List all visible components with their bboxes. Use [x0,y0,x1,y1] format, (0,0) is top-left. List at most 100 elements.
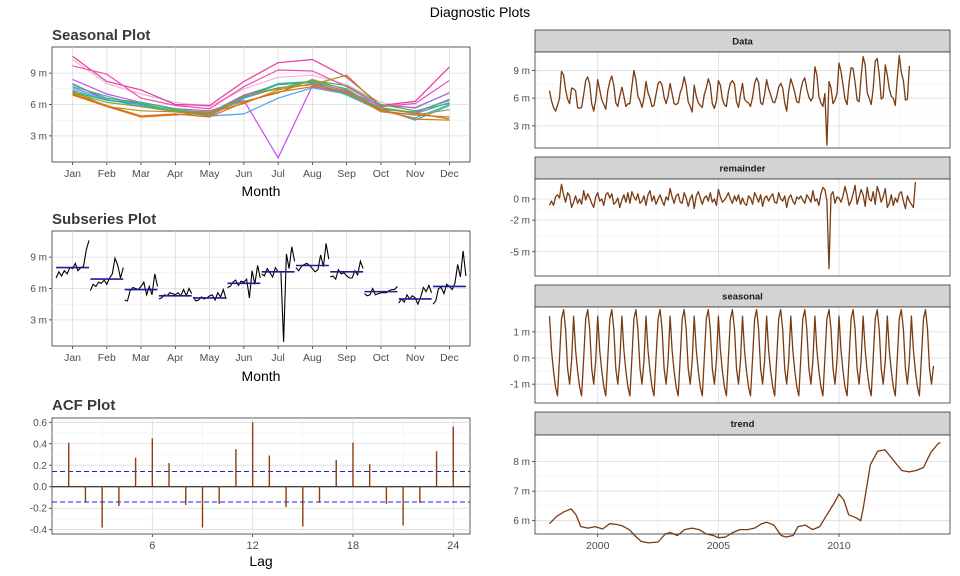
subseries-xtick-label: Apr [167,352,184,364]
seasonal-series-line [72,74,450,120]
seasonal-ytick-label: 3 m [30,131,47,142]
seasonal-xtick-label: Aug [303,168,322,180]
stl-strip-label: seasonal [722,292,763,303]
seasonal-xtick-label: Oct [373,168,389,180]
seasonal-ytick-label: 6 m [30,100,47,111]
subseries-xtick-label: Oct [373,352,389,364]
seasonal-axes: 3 m 6 m 9 m Jan Feb Mar Apr May Jun Jul Aug Sep Oct N… [30,69,458,180]
subseries-xtick-label: Sep [337,352,356,364]
stl-strip-label: remainder [720,164,766,175]
figure-title: Diagnostic Plots [430,4,530,20]
stl-trend-line [549,441,941,544]
subseries-month-line [227,265,261,298]
subseries-xtick-label: Jul [271,352,284,364]
stl-panel-remainder: remainder -5 m -2 m 0 m [510,156,951,277]
seasonal-xtick-label: Sep [337,168,356,180]
seasonal-xtick-label: Nov [406,168,425,180]
stl-panel-trend: trend 6 m 7 m 8 m 2000 2005 2010 [513,411,951,552]
stl-panel-seasonal: seasonal -1 m 0 m 1 m [510,284,951,404]
stl-panel-border [534,434,951,535]
subseries-ytick-label: 9 m [30,253,47,264]
stl-ytick-label: 7 m [513,487,530,498]
acf-ytick-label: 0.2 [33,461,47,472]
seasonal-series-line [72,55,450,107]
subseries-xtick-label: May [200,352,221,364]
stl-ytick-label: 1 m [513,327,530,338]
seasonal-plot-title: Seasonal Plot [52,27,150,44]
stl-panel-border [534,51,951,149]
subseries-lines [55,240,467,342]
stl-xtick-label: 2000 [586,540,610,552]
acf-ytick-label: 0.0 [33,482,47,493]
stl-panel-bg [535,52,950,148]
subseries-month-line [398,283,433,306]
seasonal-plot: Seasonal Plot 3 m 6 m 9 m Jan Feb Mar Apr May Ju… [30,27,471,199]
subseries-xtick-label: Mar [132,352,151,364]
stl-ytick-label: 0 m [513,195,530,206]
subseries-ytick-label: 3 m [30,315,47,326]
seasonal-lines [72,55,450,160]
acf-xtick-label: 24 [447,540,459,552]
stl-xtick-label: 2010 [827,540,851,552]
subseries-plot: Subseries Plot 3 m 6 m 9 m Jan Feb Mar Apr May J… [30,211,471,384]
seasonal-xlabel: Month [242,183,281,199]
acf-ytick-label: 0.6 [33,418,47,429]
seasonal-xtick-label: Jul [271,168,284,180]
acf-xtick-label: 6 [149,540,155,552]
seasonal-grid [52,47,470,162]
stl-ytick-label: -2 m [510,216,530,227]
seasonal-series-line [72,59,450,110]
stl-strip-label: trend [731,419,755,430]
stl-seasonal-line [548,308,935,397]
stl-panel-Data: Data 3 m 6 m 9 m [513,29,951,149]
acf-ytick-label: 0.4 [33,439,47,450]
stl-remainder-line [548,182,917,270]
subseries-month-line [124,273,159,302]
stl-ytick-label: 6 m [513,516,530,527]
stl-xtick-label: 2005 [707,540,731,552]
subseries-plot-title: Subseries Plot [52,211,156,228]
seasonal-series-line [72,80,450,114]
stl-strip-label: Data [732,37,753,48]
subseries-month-line [364,286,398,297]
stl-ytick-label: -1 m [510,380,530,391]
stl-panel-border [534,306,951,404]
seasonal-ytick-label: 9 m [30,69,47,80]
acf-plot-title: ACF Plot [52,397,115,414]
stl-ytick-label: 8 m [513,457,530,468]
stl-ytick-label: -5 m [510,247,530,258]
seasonal-xtick-label: Mar [132,168,151,180]
stl-ytick-label: 6 m [513,94,530,105]
subseries-axes: 3 m 6 m 9 m Jan Feb Mar Apr May Jun Jul Aug Sep Oct N… [30,253,458,364]
stl-panel-bg [535,435,950,534]
stl-ytick-label: 9 m [513,66,530,77]
stl-panel-bg [535,179,950,276]
acf-ytick-label: -0.2 [30,504,48,515]
seasonal-xtick-label: May [200,168,221,180]
subseries-month-line [330,259,364,281]
subseries-xlabel: Month [242,368,281,384]
acf-xtick-label: 18 [347,540,359,552]
seasonal-xtick-label: Feb [98,168,116,180]
acf-axes: -0.4 -0.2 0.0 0.2 0.4 0.6 6 12 18 24 [30,418,460,552]
stl-ytick-label: 3 m [513,121,530,132]
stl-Data-line [548,55,911,146]
seasonal-xtick-label: Jun [235,168,252,180]
seasonal-series-line [72,78,450,160]
acf-xtick-label: 12 [247,540,259,552]
seasonal-xtick-label: Jan [64,168,81,180]
stl-ytick-label: 0 m [513,354,530,365]
subseries-xtick-label: Nov [406,352,425,364]
seasonal-series-line [72,86,450,118]
seasonal-xtick-label: Apr [167,168,184,180]
subseries-xtick-label: Jun [235,352,252,364]
acf-ytick-label: -0.4 [30,525,48,536]
acf-bars [52,422,470,528]
subseries-xtick-label: Jan [64,352,81,364]
stl-panel-border [534,178,951,277]
subseries-month-line [295,243,330,273]
seasonal-xtick-label: Dec [440,168,459,180]
acf-xlabel: Lag [249,553,272,569]
acf-plot: ACF Plot -0.4 -0.2 0.0 0.2 0.4 0.6 6 12 18 24 Lag [30,397,471,569]
